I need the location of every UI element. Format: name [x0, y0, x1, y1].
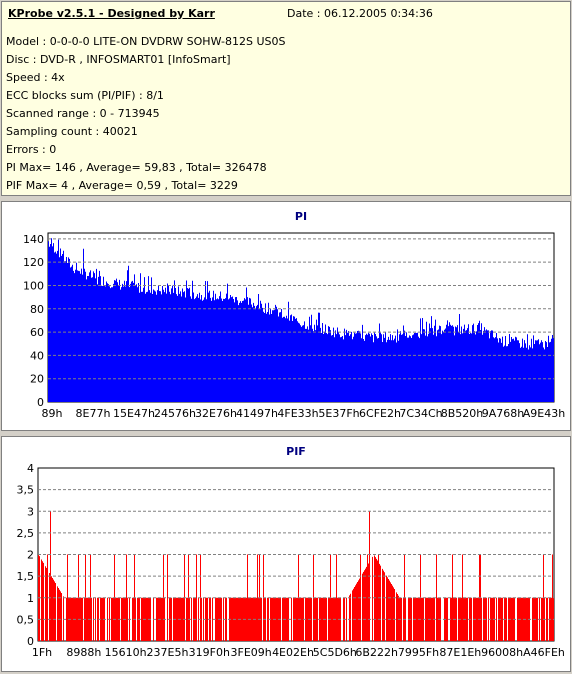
info-panel: KProbe v2.5.1 - Designed by Karr Date : … — [1, 1, 571, 196]
x-tick-label: 3FE09h — [231, 646, 272, 659]
app-title: KProbe v2.5.1 - Designed by Karr — [8, 7, 215, 20]
speed-line: Speed : 4x — [6, 71, 65, 84]
y-tick-label: 0 — [27, 635, 34, 648]
x-tick-label: 96008h — [481, 646, 523, 659]
x-tick-label: A46FEh — [523, 646, 565, 659]
x-tick-label: 4FE33h — [277, 407, 318, 420]
x-tick-label: 6B222h — [355, 646, 398, 659]
x-tick-label: 6CFE2h — [359, 407, 401, 420]
pi-chart-panel: PI 0 20 40 60 80 100 120 140 89h 8E77h 15E47h 24576h… — [1, 201, 571, 431]
y-tick-label: 60 — [30, 326, 44, 339]
pi-chart: PI 0 20 40 60 80 100 120 140 89h 8E77h 15E47h 24576h… — [23, 210, 565, 420]
y-tick-label: 100 — [23, 279, 44, 292]
x-tick-label: 89h — [42, 407, 63, 420]
y-tick-label: 20 — [30, 373, 44, 386]
y-tick-label: 1,5 — [17, 570, 35, 583]
y-tick-label: 140 — [23, 233, 44, 246]
y-tick-label: 2,5 — [17, 527, 35, 540]
x-tick-label: 32E76h — [195, 407, 237, 420]
x-tick-label: 8E77h — [76, 407, 111, 420]
y-tick-label: 0,5 — [17, 613, 35, 626]
x-tick-label: 15610h — [105, 646, 147, 659]
x-tick-label: 8988h — [66, 646, 101, 659]
x-tick-label: 5C5D6h — [313, 646, 357, 659]
y-tick-label: 1 — [27, 592, 34, 605]
x-tick-label: A9E43h — [523, 407, 565, 420]
x-tick-label: 5E37Fh — [318, 407, 359, 420]
disc-line: Disc : DVD-R , INFOSMART01 [InfoSmart] — [6, 53, 231, 66]
pif-chart-panel: PIF 0 0,5 1 1,5 2 2,5 3 3,5 4 1Fh 8988h 15610h 237E5h… — [1, 436, 571, 672]
model-line: Model : 0-0-0-0 LITE-ON DVDRW SOHW-812S … — [6, 35, 286, 48]
errors-line: Errors : 0 — [6, 143, 57, 156]
y-tick-label: 2 — [27, 549, 34, 562]
pif-stats-line: PIF Max= 4 , Average= 0,59 , Total= 3229 — [6, 179, 238, 192]
y-tick-label: 80 — [30, 303, 44, 316]
y-tick-label: 3 — [27, 505, 34, 518]
x-tick-label: 87E1Eh — [439, 646, 481, 659]
x-tick-label: 41497h — [236, 407, 278, 420]
range-line: Scanned range : 0 - 713945 — [6, 107, 160, 120]
x-tick-label: 8B520h — [441, 407, 484, 420]
x-tick-label: 7995Fh — [398, 646, 439, 659]
scan-date: Date : 06.12.2005 0:34:36 — [287, 7, 433, 20]
chart-title: PI — [295, 210, 307, 223]
y-tick-label: 4 — [27, 462, 34, 475]
y-tick-label: 120 — [23, 256, 44, 269]
pif-chart: PIF 0 0,5 1 1,5 2 2,5 3 3,5 4 1Fh 8988h 15610h 237E5h… — [17, 445, 565, 659]
y-tick-label: 0 — [37, 396, 44, 409]
chart-title: PIF — [286, 445, 306, 458]
x-tick-label: 15E47h — [113, 407, 155, 420]
sampling-line: Sampling count : 40021 — [6, 125, 138, 138]
pi-stats-line: PI Max= 146 , Average= 59,83 , Total= 32… — [6, 161, 267, 174]
x-tick-label: 1Fh — [32, 646, 52, 659]
ecc-line: ECC blocks sum (PI/PIF) : 8/1 — [6, 89, 164, 102]
x-tick-label: 24576h — [154, 407, 196, 420]
y-tick-label: 3,5 — [17, 484, 35, 497]
x-tick-label: 4E02Eh — [272, 646, 314, 659]
x-tick-label: 237E5h — [147, 646, 189, 659]
x-tick-label: 9A768h — [482, 407, 525, 420]
y-tick-label: 40 — [30, 349, 44, 362]
x-tick-label: 319F0h — [189, 646, 230, 659]
x-tick-label: 7C34Ch — [399, 407, 442, 420]
